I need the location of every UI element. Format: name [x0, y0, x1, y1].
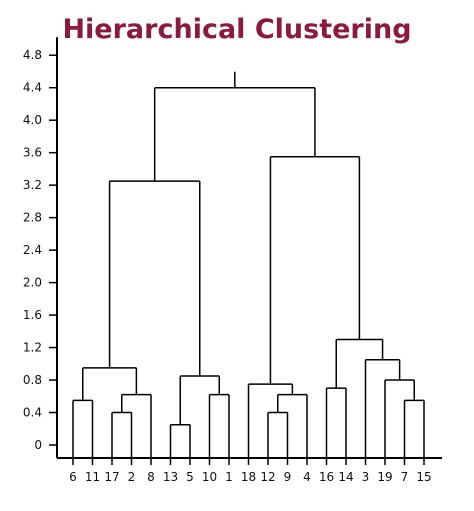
y-tick-label: 1.2	[23, 341, 42, 355]
y-tick-label: 0.4	[23, 406, 42, 420]
leaf-label: 9	[284, 470, 292, 484]
leaf-label: 12	[260, 470, 275, 484]
y-tick-label: 2.8	[23, 211, 42, 225]
leaf-label: 5	[186, 470, 194, 484]
leaf-label: 2	[128, 470, 136, 484]
y-tick-label: 4.8	[23, 48, 42, 62]
leaf-label: 13	[163, 470, 178, 484]
leaf-label: 1	[225, 470, 233, 484]
leaf-label: 4	[303, 470, 311, 484]
y-tick-label: 2.0	[23, 276, 42, 290]
leaf-label: 19	[377, 470, 392, 484]
y-tick-label: 4.0	[23, 113, 42, 127]
y-tick-label: 0.8	[23, 373, 42, 387]
leaf-label: 18	[241, 470, 256, 484]
leaf-label: 10	[202, 470, 217, 484]
leaf-label: 3	[362, 470, 370, 484]
y-tick-label: 0	[34, 438, 42, 452]
y-tick-label: 2.4	[23, 243, 42, 257]
y-tick-label: 1.6	[23, 308, 42, 322]
y-tick-label: 3.2	[23, 178, 42, 192]
leaf-label: 7	[401, 470, 409, 484]
leaf-label: 11	[85, 470, 100, 484]
leaf-label: 17	[104, 470, 119, 484]
leaf-label: 6	[69, 470, 77, 484]
chart-title: Hierarchical Clustering	[62, 14, 412, 45]
leaf-label: 14	[338, 470, 353, 484]
leaf-label: 15	[416, 470, 431, 484]
leaf-label: 8	[147, 470, 155, 484]
y-tick-label: 4.4	[23, 81, 42, 95]
y-tick-label: 3.6	[23, 146, 42, 160]
leaf-label: 16	[319, 470, 334, 484]
